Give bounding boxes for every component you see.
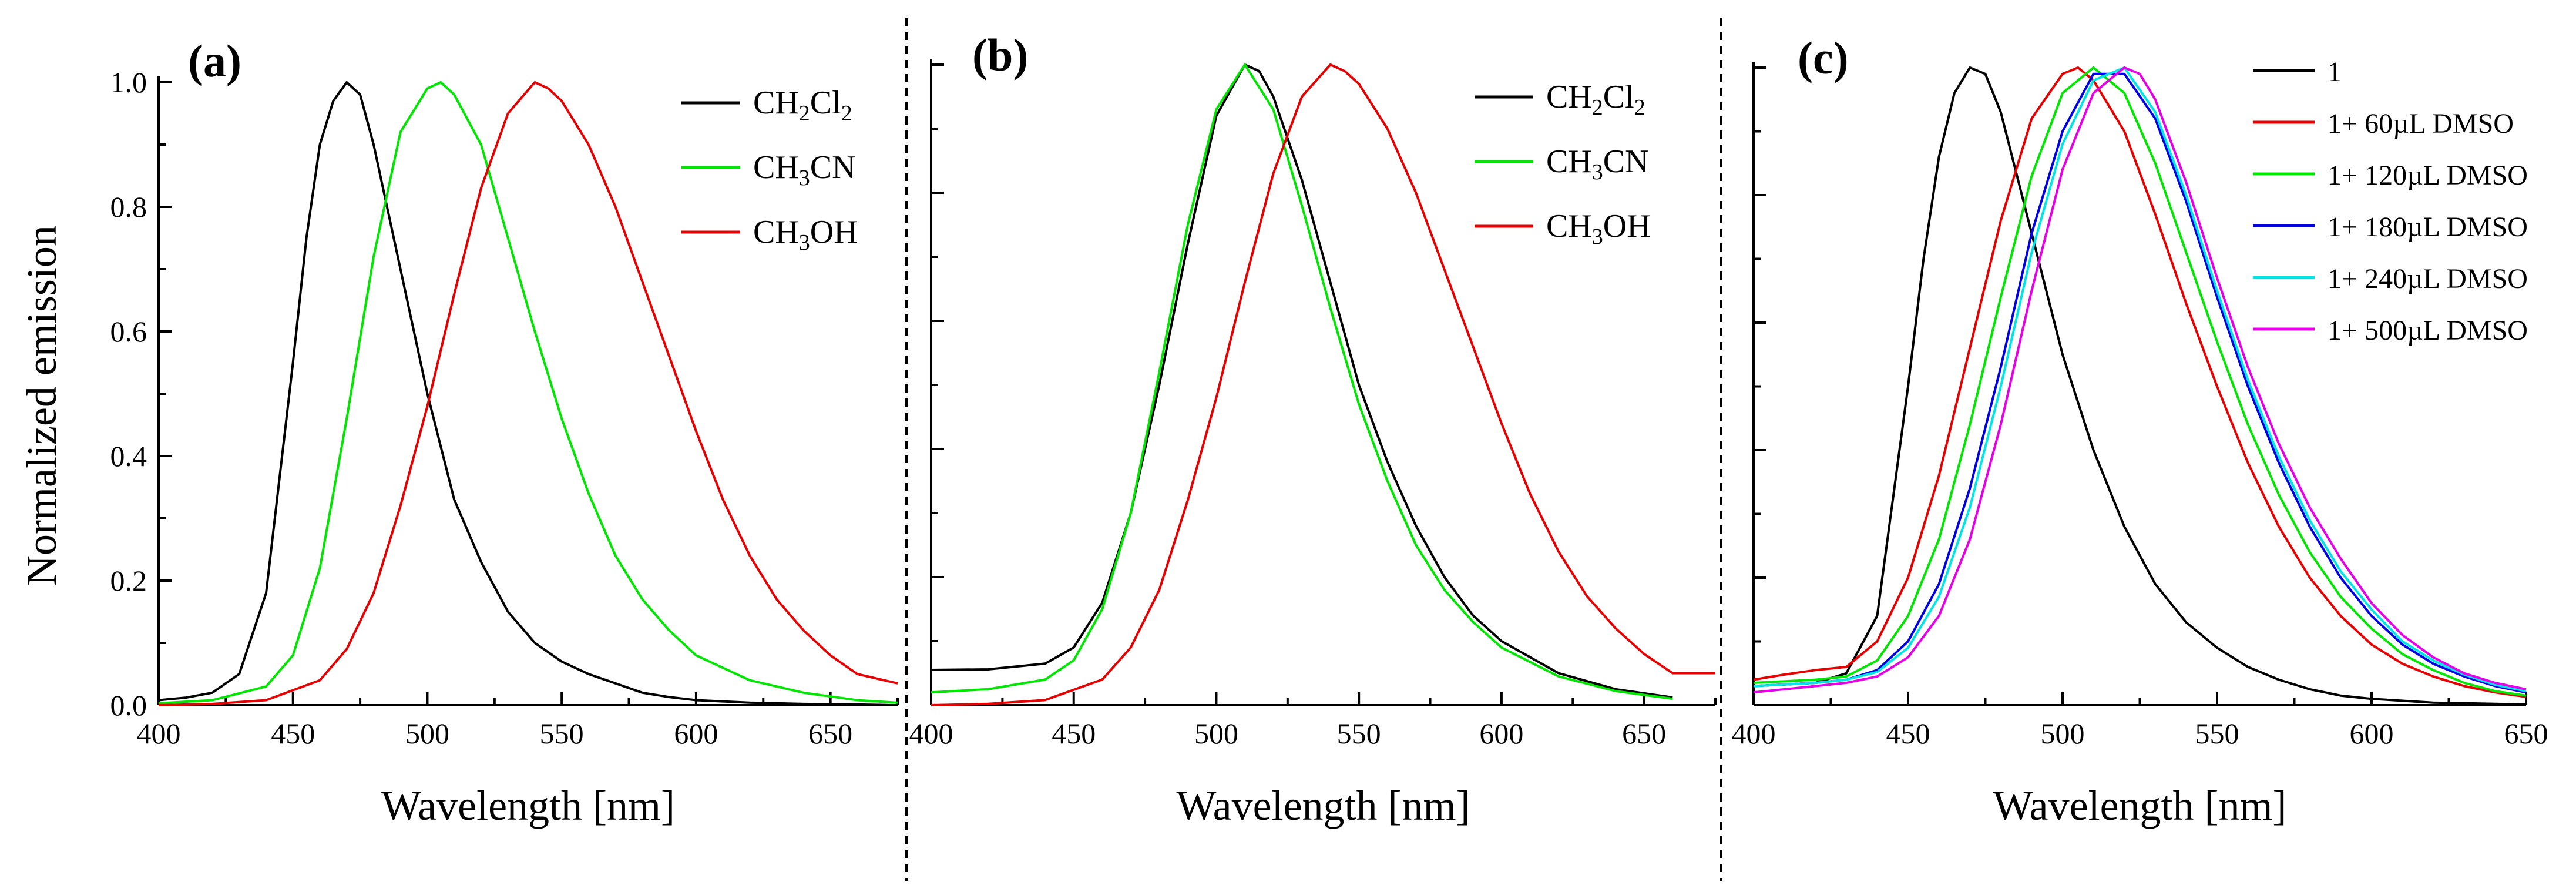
legend-label-part: 3 <box>1592 224 1603 249</box>
legend-label-c-3: 1+ 180µL DMSO <box>2328 212 2528 243</box>
series-line-c-3 <box>1753 72 2527 694</box>
x-tick-label-b: 500 <box>1194 717 1238 750</box>
x-tick-label-a: 450 <box>271 717 315 750</box>
panel-c: 400 450 500 550 600 650 Wavelength [nm] (c) 1 1+ … <box>1732 32 2548 829</box>
legend-label-part: OH <box>1603 208 1651 244</box>
legend-label-part: 2 <box>799 101 810 126</box>
x-tick-label-b: 650 <box>1622 717 1666 750</box>
x-axis-title-c: Wavelength [nm] <box>1993 782 2286 829</box>
series-line-c-1 <box>1753 66 2527 698</box>
legend-label-b-2: CH3OH <box>1546 208 1651 249</box>
legend-label-part: Cl <box>1603 79 1634 115</box>
x-axis-title-a: Wavelength [nm] <box>381 782 675 829</box>
legend-label-part: 1+ 240µL DMSO <box>2328 263 2528 294</box>
legend-label-part: CH <box>753 214 799 250</box>
x-tick-label-b: 450 <box>1052 717 1096 750</box>
legend-label-c-4: 1+ 240µL DMSO <box>2328 263 2528 294</box>
x-tick-label-b: 550 <box>1337 717 1381 750</box>
series-line-a-0 <box>158 81 898 706</box>
legend-label-part: 1+ 60µL DMSO <box>2328 108 2514 139</box>
panel-label-a: (a) <box>188 35 241 86</box>
legend-label-part: CH <box>753 85 799 121</box>
x-tick-label-a: 650 <box>808 717 852 750</box>
legend-label-b-0: CH2Cl2 <box>1546 79 1645 120</box>
y-tick-label-a: 0.0 <box>110 689 147 722</box>
series-line-c-0 <box>1753 66 2527 706</box>
series-line-c-4 <box>1753 66 2527 693</box>
legend-label-part: CH <box>753 149 799 186</box>
series-line-c-2 <box>1753 66 2527 697</box>
series-line-b-2 <box>931 63 1715 706</box>
y-tick-label-a: 0.2 <box>110 564 147 597</box>
legend-label-c-5: 1+ 500µL DMSO <box>2328 315 2528 346</box>
legend-label-b-1: CH3CN <box>1546 143 1649 185</box>
x-tick-label-c: 450 <box>1886 717 1930 750</box>
legend-label-part: CH <box>1546 208 1592 244</box>
series-line-a-1 <box>158 81 898 705</box>
legend-label-part: 1+ 120µL DMSO <box>2328 160 2528 191</box>
legend-label-part: 2 <box>1634 95 1645 120</box>
panel-label-b: (b) <box>972 29 1028 81</box>
x-tick-label-c: 550 <box>2195 717 2239 750</box>
legend-label-part: 3 <box>799 230 810 255</box>
series-line-a-2 <box>158 81 898 706</box>
x-tick-label-b: 600 <box>1479 717 1523 750</box>
legend-label-part: 1+ 180µL DMSO <box>2328 212 2528 243</box>
y-tick-label-a: 1.0 <box>110 66 147 99</box>
legend-label-part: 3 <box>1592 160 1603 185</box>
panel-label-c: (c) <box>1798 32 1849 83</box>
legend-label-part: CH <box>1546 143 1592 180</box>
x-tick-label-c: 650 <box>2504 717 2548 750</box>
x-tick-label-c: 400 <box>1732 717 1776 750</box>
legend-label-part: OH <box>810 214 858 250</box>
legend-label-part: Cl <box>810 85 841 121</box>
legend-label-part: CN <box>810 149 856 186</box>
legend-label-part: 3 <box>799 166 810 190</box>
x-tick-label-c: 600 <box>2350 717 2394 750</box>
x-tick-label-a: 600 <box>674 717 718 750</box>
x-axis-title-b: Wavelength [nm] <box>1176 782 1470 829</box>
series-line-b-0 <box>931 63 1673 699</box>
x-tick-label-a: 400 <box>137 717 181 750</box>
legend-label-part: CN <box>1603 143 1649 180</box>
legend-label-a-1: CH3CN <box>753 149 856 190</box>
panel-a: 400 450 500 550 600 650 0.0 0.2 0.4 0.6 0.8 1.0 Wave… <box>110 35 899 829</box>
legend-label-part: 1+ 500µL DMSO <box>2328 315 2528 346</box>
legend-label-a-0: CH2Cl2 <box>753 85 852 126</box>
legend-label-part: 2 <box>841 101 852 126</box>
legend-label-a-2: CH3OH <box>753 214 858 255</box>
series-line-b-1 <box>931 63 1673 700</box>
legend-label-part: 2 <box>1592 95 1603 120</box>
y-tick-label-a: 0.6 <box>110 315 147 348</box>
series-line-c-5 <box>1753 66 2527 694</box>
y-tick-label-a: 0.8 <box>110 190 147 223</box>
legend-label-c-2: 1+ 120µL DMSO <box>2328 160 2528 191</box>
x-tick-label-b: 400 <box>909 717 953 750</box>
y-tick-label-a: 0.4 <box>110 440 147 472</box>
legend-label-part: 1 <box>2328 56 2342 88</box>
x-tick-label-a: 550 <box>540 717 584 750</box>
x-tick-label-c: 500 <box>2041 717 2085 750</box>
legend-label-c-1: 1+ 60µL DMSO <box>2328 108 2514 139</box>
y-axis-title: Normalized emission <box>18 225 65 586</box>
legend-label-c-0: 1 <box>2328 56 2342 88</box>
x-tick-label-a: 500 <box>405 717 449 750</box>
legend-label-part: CH <box>1546 79 1592 115</box>
